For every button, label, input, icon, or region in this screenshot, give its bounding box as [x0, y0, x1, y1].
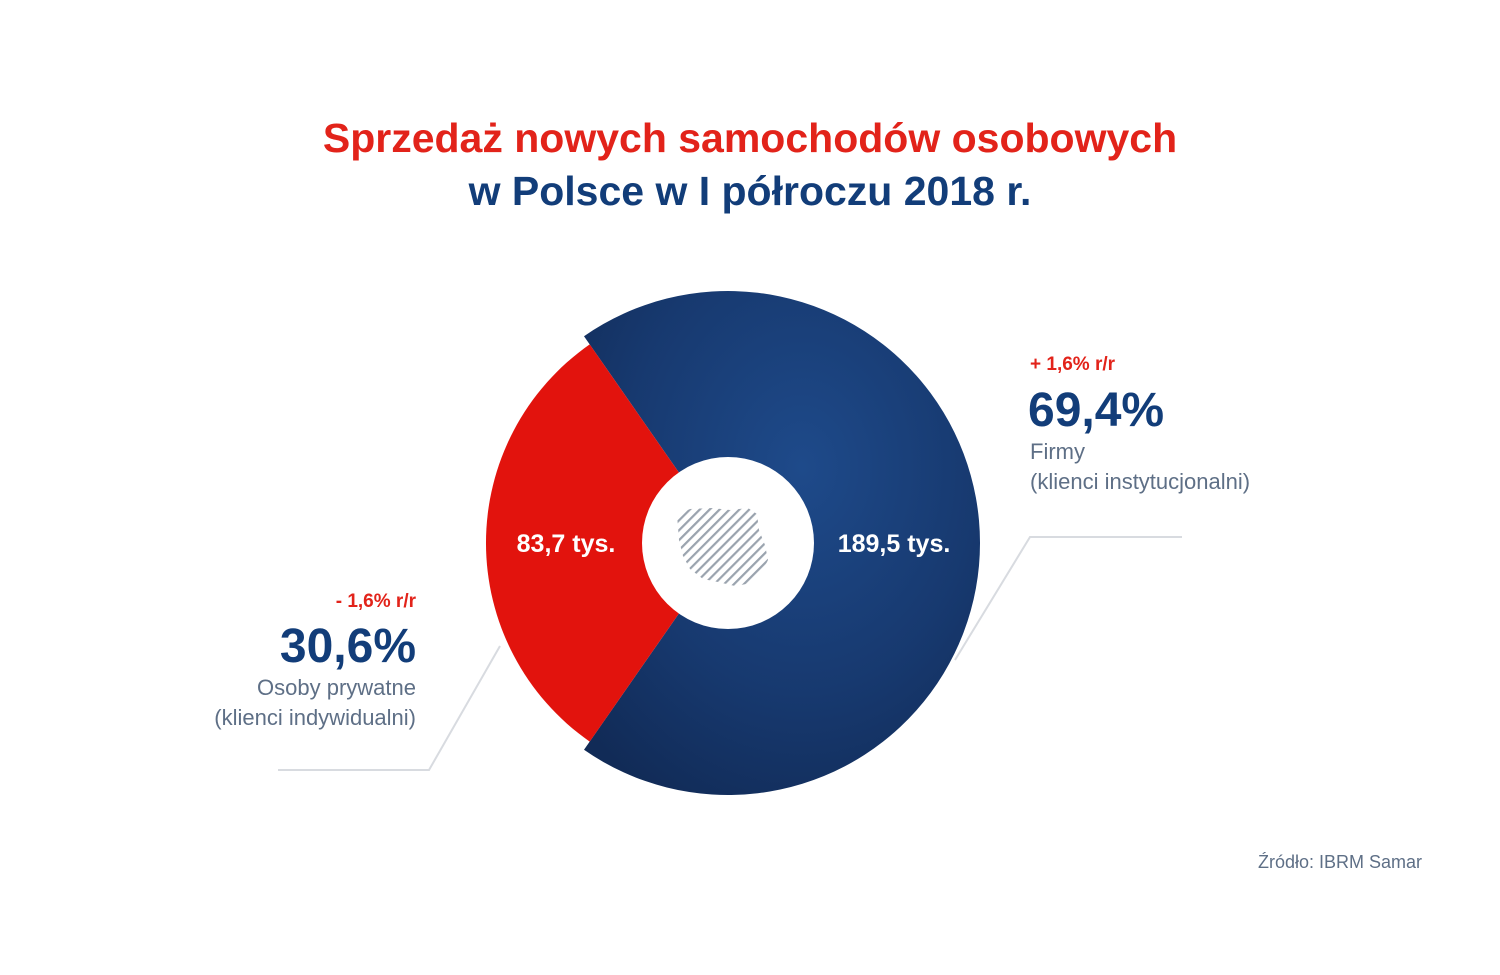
pie-slice-private	[485, 344, 728, 742]
chart-title-line2: w Polsce w I półroczu 2018 r.	[468, 168, 1032, 214]
private-category-detail: (klienci indywidualni)	[214, 705, 416, 730]
poland-map-icon	[677, 508, 768, 586]
firms-percent-label: 69,4%	[1028, 384, 1165, 437]
firms-category-label: Firmy	[1030, 439, 1085, 464]
slice-value-label-firms: 189,5 tys.	[838, 530, 951, 558]
leader-line-private	[278, 645, 501, 771]
chart-title-line1: Sprzedaż nowych samochodów osobowych	[322, 115, 1178, 161]
firms-change-label: + 1,6% r/r	[1030, 354, 1116, 375]
leader-line-firms	[954, 536, 1182, 661]
source-note: Źródło: IBRM Samar	[1257, 852, 1422, 872]
slice-value-label-private: 83,7 tys.	[517, 530, 616, 558]
firms-category-detail: (klienci instytucjonalni)	[1030, 469, 1251, 494]
private-category-label: Osoby prywatne	[257, 675, 416, 700]
private-change-label: - 1,6% r/r	[335, 591, 416, 612]
private-percent-label: 30,6%	[279, 620, 416, 673]
